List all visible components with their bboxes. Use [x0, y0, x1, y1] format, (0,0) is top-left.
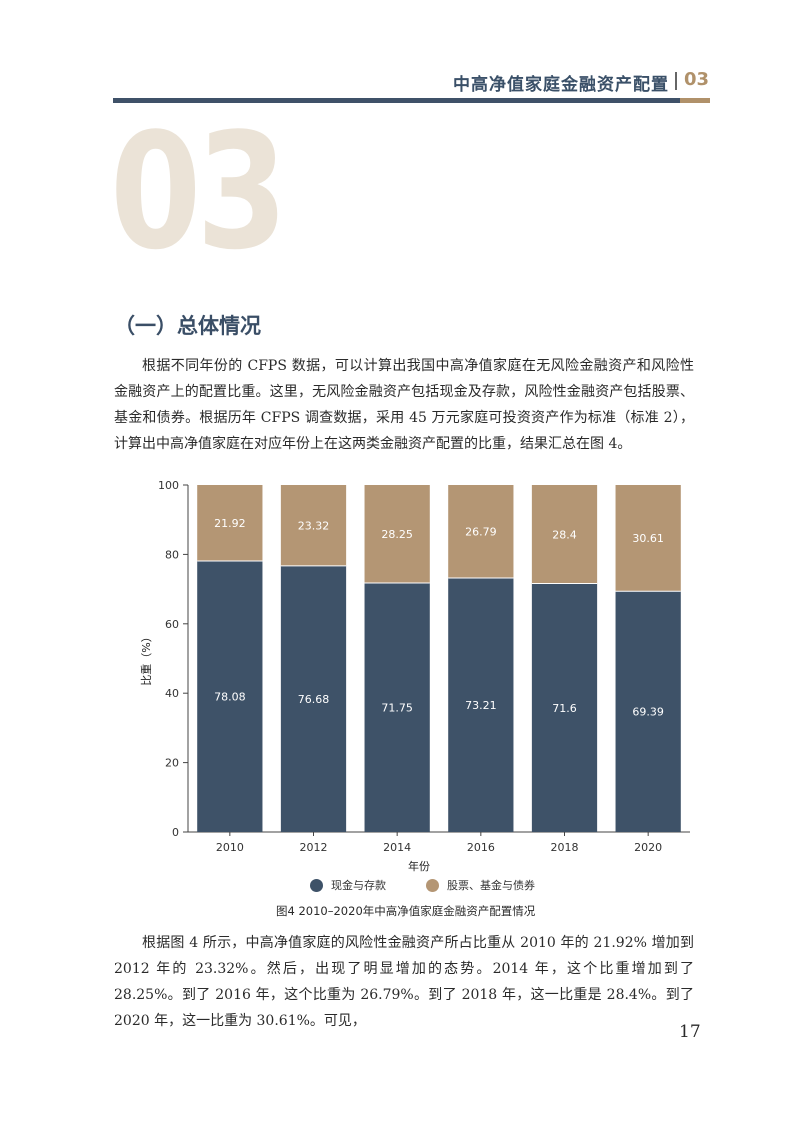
bar-cash-2012 [280, 565, 347, 832]
bar-risky-2020 [615, 485, 681, 592]
data-label-cash-2020: 69.39 [632, 706, 664, 719]
figure-caption: 图4 2010–2020年中高净值家庭金融资产配置情况 [276, 904, 536, 918]
header-separator [675, 72, 677, 90]
bar-risky-2016 [448, 485, 514, 578]
data-label-cash-2012: 76.68 [298, 693, 330, 706]
bar-cash-2014 [364, 583, 430, 832]
page-number: 17 [679, 1022, 701, 1042]
bar-risky-2014 [364, 485, 430, 584]
x-tick-label: 2016 [467, 841, 495, 854]
header-rule [113, 98, 680, 103]
data-label-cash-2018: 71.6 [552, 702, 577, 715]
legend-label-risky: 股票、基金与债券 [447, 879, 535, 892]
data-label-risky-2012: 23.32 [298, 519, 330, 532]
running-header-chapter-number: 03 [684, 69, 710, 90]
data-label-risky-2014: 28.25 [381, 528, 413, 541]
data-label-cash-2014: 71.75 [381, 702, 413, 715]
legend-label-cash: 现金与存款 [331, 879, 386, 892]
x-tick-label: 2018 [551, 841, 579, 854]
y-tick-label: 40 [165, 687, 179, 700]
data-label-risky-2020: 30.61 [632, 532, 664, 545]
x-tick-label: 2010 [216, 841, 244, 854]
bar-cash-2018 [531, 583, 598, 832]
data-label-risky-2016: 26.79 [465, 525, 497, 538]
x-tick-label: 2012 [300, 841, 328, 854]
running-header-title: 中高净值家庭金融资产配置 [453, 75, 669, 95]
y-tick-label: 0 [172, 826, 179, 839]
bar-cash-2020 [615, 591, 681, 832]
body-paragraph-1: 根据不同年份的 CFPS 数据，可以计算出我国中高净值家庭在无风险金融资产和风险… [114, 358, 694, 452]
body-paragraph-2: 根据图 4 所示，中高净值家庭的风险性金融资产所占比重从 2010 年的 21.… [114, 935, 694, 1029]
bar-cash-2016 [448, 577, 514, 832]
y-tick-label: 60 [165, 618, 179, 631]
y-tick-label: 100 [158, 479, 179, 492]
section-title: （一）总体情况 [114, 314, 261, 338]
data-label-cash-2016: 73.21 [465, 699, 497, 712]
legend-swatch-cash [310, 878, 323, 892]
stacked-bar-chart: 0 20 40 60 80 100 比重（%） 78.08 21.92 2010 76.68 23.3… [139, 479, 690, 872]
header-rule-accent [680, 98, 710, 103]
x-tick-label: 2014 [383, 841, 411, 854]
y-axis-label: 比重（%） [139, 631, 153, 685]
data-label-cash-2010: 78.08 [214, 691, 246, 704]
x-axis-label: 年份 [408, 859, 430, 872]
bar-risky-2010 [197, 485, 263, 562]
chapter-number-display: 03 [110, 98, 288, 285]
y-tick-label: 80 [165, 548, 179, 561]
bar-risky-2012 [280, 485, 347, 566]
x-tick-label: 2020 [634, 841, 662, 854]
bar-risky-2018 [531, 485, 598, 584]
data-label-risky-2018: 28.4 [552, 528, 577, 541]
legend-swatch-risky [426, 878, 439, 892]
bar-cash-2010 [197, 561, 263, 832]
figure-4: 0 20 40 60 80 100 比重（%） 78.08 21.92 2010 76.68 23.3… [120, 472, 700, 922]
data-label-risky-2010: 21.92 [214, 517, 246, 530]
chart-legend: 现金与存款 股票、基金与债券 [310, 877, 569, 893]
legend-item-risky: 股票、基金与债券 [426, 877, 535, 893]
y-tick-label: 20 [165, 757, 179, 770]
legend-item-cash: 现金与存款 [310, 877, 386, 893]
